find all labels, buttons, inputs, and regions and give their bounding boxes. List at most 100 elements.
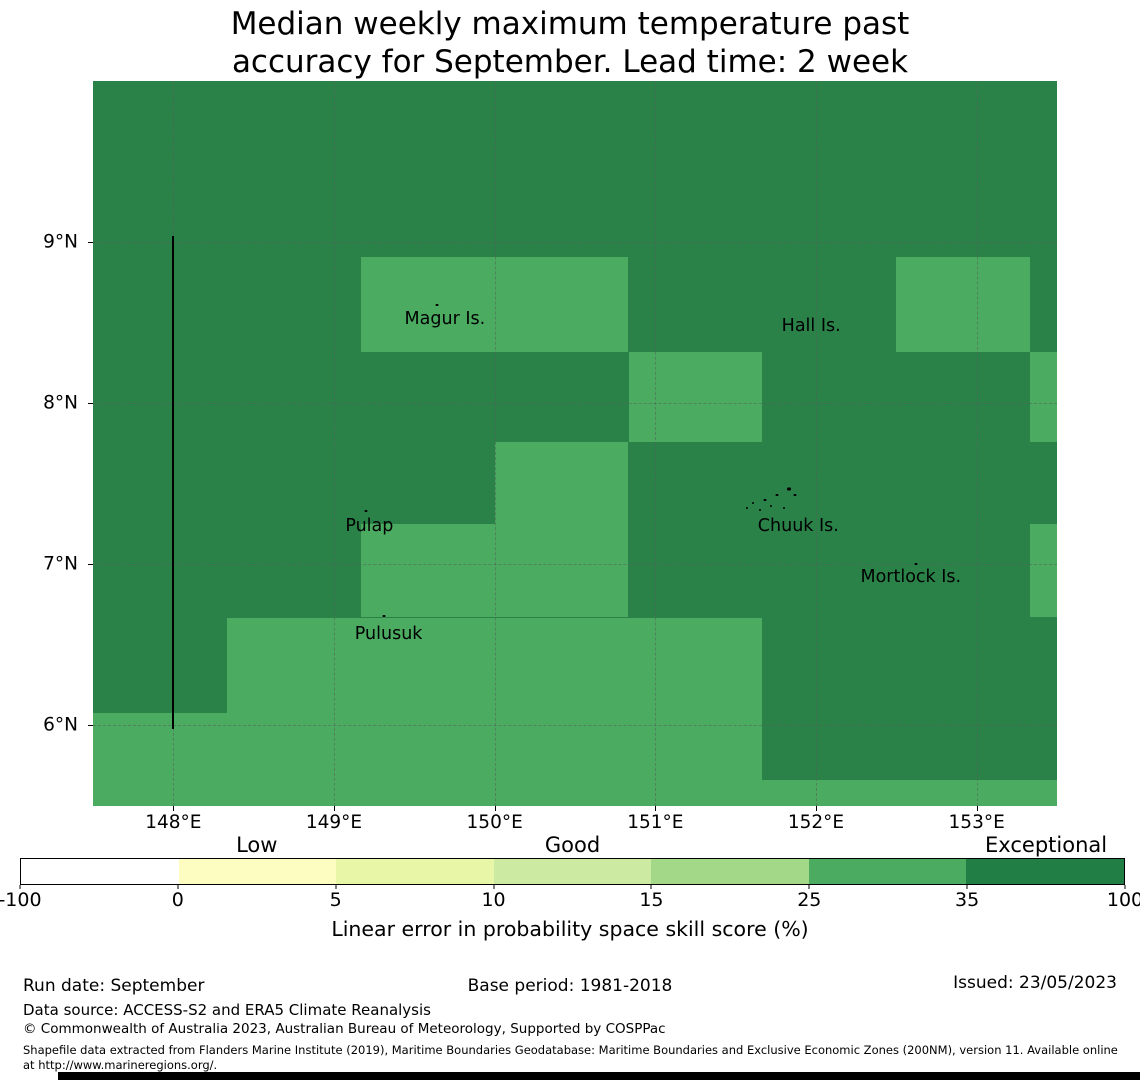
colorbar-axis-label: Linear error in probability space skill … [331,917,809,941]
colorbar-tick-labels: -100 0 5 10 15 25 35 100 [0,885,1140,913]
gridline-horizontal [93,725,1057,727]
map-cell [494,441,629,525]
colorbar-tick-label: 25 [797,889,822,911]
island-mark [793,494,797,497]
island-mark [758,508,761,511]
colorbar-tick-mark [808,885,810,889]
gridline-vertical [334,81,335,806]
island-mark [435,303,439,306]
x-tick-label: 149°E [305,812,363,833]
colorbar-category-labels: Low Good Exceptional [20,833,1125,859]
eez-boundary-line [172,235,175,729]
colorbar-tick-mark [493,885,495,889]
colorbar-segment [808,859,967,884]
x-tick-mark [494,806,496,811]
colorbar-tick-label: 15 [639,889,664,911]
island-label: Magur Is. [404,309,486,330]
colorbar-tick-label: 10 [481,889,506,911]
copyright-text: © Commonwealth of Australia 2023, Austra… [23,1021,666,1037]
colorbar-segment [178,859,337,884]
y-tick-mark [88,725,93,727]
island-mark [914,563,918,566]
gridline-horizontal [93,564,1057,566]
map-cell [1030,524,1057,618]
island-mark [752,502,755,505]
y-axis-ticks: 9°N 8°N 7°N 6°N [0,81,93,806]
y-tick-label: 7°N [43,553,78,575]
island-mark [770,505,772,508]
y-tick-label: 8°N [43,392,78,414]
colorbar-tick-mark [650,885,652,889]
colorbar-segment [493,859,652,884]
gridline-horizontal [93,242,1057,244]
island-mark [745,506,748,509]
colorbar-segment [966,859,1125,884]
run-date-text: Run date: September [23,976,205,996]
island-label: Mortlock Is. [860,567,962,588]
gridline-vertical [494,81,496,806]
colorbar-category-label: Good [544,833,601,857]
island-label: Chuuk Is. [757,515,839,536]
colorbar-tick-mark [19,885,21,889]
colorbar-tick-mark [335,885,337,889]
chart-title-line-2: accuracy for September. Lead time: 2 wee… [231,43,909,80]
colorbar-tick-label: 100 [1106,889,1140,911]
map-cell [896,256,1031,352]
gridline-vertical [655,81,657,806]
y-tick-mark [88,242,93,244]
colorbar-tick-mark [1124,885,1126,889]
island-mark [786,487,791,491]
colorbar-segment [21,859,179,884]
colorbar-tick-label: -100 [0,889,42,911]
colorbar-tick-label: 0 [171,889,184,911]
island-mark [364,510,368,513]
gridline-vertical [976,81,978,806]
x-tick-label: 150°E [466,812,523,833]
map-cell [1030,351,1057,442]
x-tick-mark [655,806,657,811]
chart-title: Median weekly maximum temperature past a… [0,6,1140,82]
issued-date-text: Issued: 23/05/2023 [953,973,1117,993]
map-cell [628,351,763,442]
y-tick-label: 9°N [43,231,78,253]
island-label: Hall Is. [781,315,841,336]
chart-title-line-1: Median weekly maximum temperature past [230,6,910,42]
colorbar-segment [651,859,809,884]
island-label: Pulap [345,515,394,536]
bottom-bar [58,1072,1140,1080]
colorbar-segment [336,859,494,884]
colorbar-tick-label: 5 [329,889,342,911]
map-cell [93,712,763,806]
x-tick-label: 152°E [787,812,845,833]
colorbar-category-label: Low [236,833,278,857]
colorbar-category-label: Exceptional [985,833,1108,857]
colorbar-tick-label: 35 [955,889,980,911]
y-tick-mark [88,564,93,566]
y-tick-mark [88,403,93,405]
map-plot: Magur Is. Hall Is. Pulap Chuuk Is. Mortlock … [93,81,1057,806]
x-tick-mark [334,806,335,811]
colorbar [20,858,1125,885]
x-tick-label: 153°E [948,812,1005,833]
base-period-text: Base period: 1981-2018 [467,976,673,996]
island-mark [782,506,785,509]
island-label: Pulusuk [354,623,423,644]
shapefile-note-text: Shapefile data extracted from Flanders M… [23,1043,1118,1073]
data-source-text: Data source: ACCESS-S2 and ERA5 Climate … [23,1001,431,1019]
x-tick-mark [173,806,175,811]
gridline-vertical [816,81,817,806]
island-mark [382,614,386,617]
map-cell [762,780,1057,806]
island-mark [775,494,779,497]
y-tick-label: 6°N [43,714,78,736]
colorbar-tick-mark [177,885,179,889]
x-axis-ticks: 148°E 149°E 150°E 151°E 152°E 153°E [93,806,1057,838]
gridline-horizontal [93,403,1057,405]
x-tick-label: 148°E [145,812,202,833]
x-tick-mark [816,806,817,811]
island-mark [763,498,767,501]
x-tick-mark [976,806,978,811]
x-tick-label: 151°E [627,812,684,833]
colorbar-tick-mark [966,885,968,889]
